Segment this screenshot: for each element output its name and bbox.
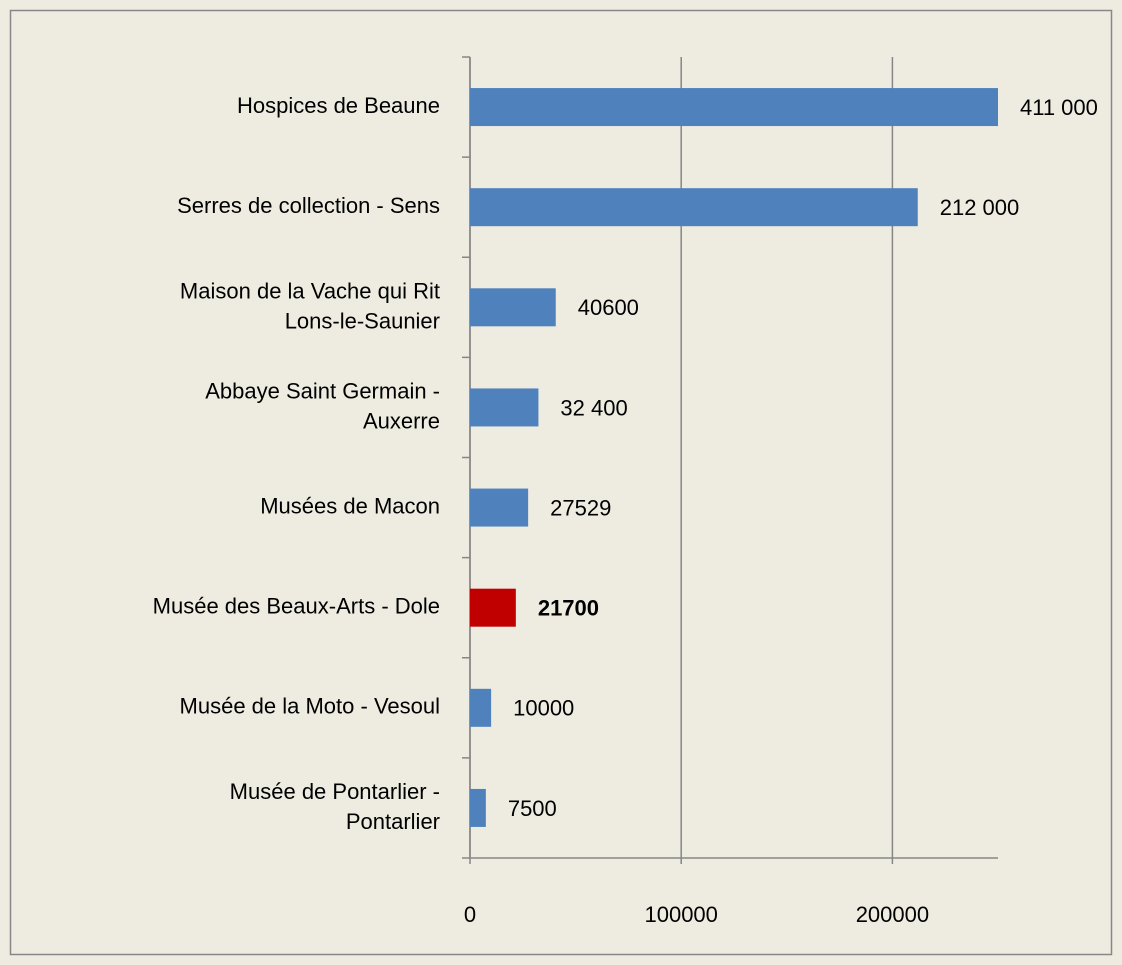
value-label: 40600	[578, 295, 639, 320]
bar	[470, 88, 998, 127]
x-tick-label: 100000	[644, 902, 717, 927]
chart-frame	[9, 9, 1113, 956]
x-tick-label: 0	[464, 902, 476, 927]
y-tick-label: Abbaye Saint Germain -Auxerre	[205, 378, 440, 433]
y-tick-label: Musée de Pontarlier -Pontarlier	[230, 779, 440, 834]
bars	[470, 88, 998, 827]
y-tick-label: Maison de la Vache qui Rit Lons-le-Saunie…	[180, 278, 440, 333]
value-label: 411 000	[1020, 95, 1098, 120]
value-label: 21700	[538, 596, 599, 621]
y-tick-label: Musées de Macon	[260, 493, 440, 518]
y-tick-label: Musée de la Moto - Vesoul	[180, 694, 440, 719]
value-label: 7500	[508, 796, 557, 821]
x-tick-label: 200000	[856, 902, 929, 927]
bar	[470, 588, 516, 627]
bar	[470, 788, 486, 827]
bar	[470, 688, 492, 727]
bar	[470, 288, 556, 327]
value-label: 32 400	[560, 395, 627, 420]
value-label: 212 000	[940, 195, 1020, 220]
bar	[470, 388, 539, 427]
bar	[470, 488, 529, 527]
y-tick-label: Serres de collection - Sens	[177, 193, 440, 218]
value-label: 10000	[513, 696, 574, 721]
y-tick-label: Musée des Beaux-Arts - Dole	[153, 594, 440, 619]
value-label: 27529	[550, 495, 611, 520]
bar	[470, 188, 918, 227]
y-tick-label: Hospices de Beaune	[237, 93, 440, 118]
